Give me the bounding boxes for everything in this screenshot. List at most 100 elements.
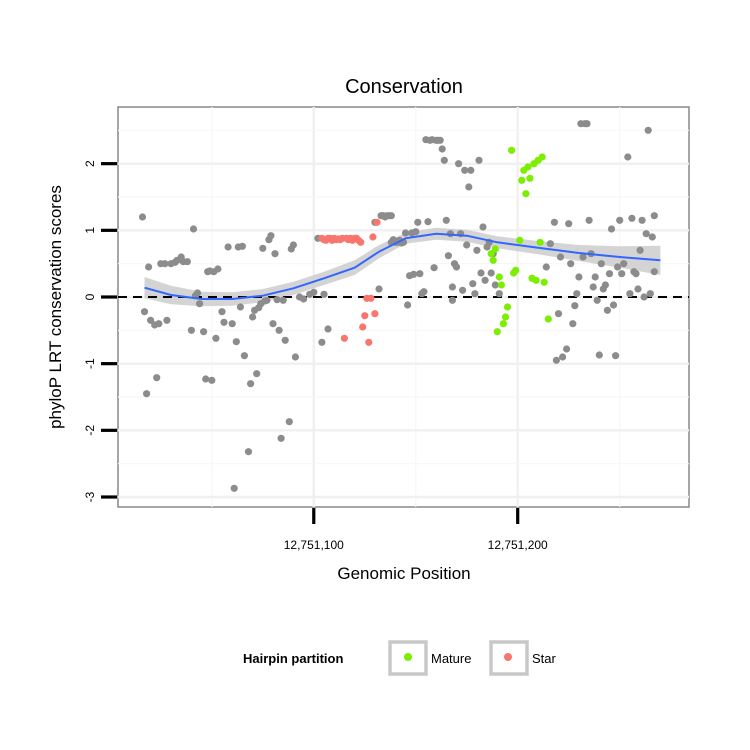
data-point-other [416, 270, 424, 278]
x-axis: 12,751,100 12,751,200 [284, 508, 548, 552]
data-point-other [448, 296, 456, 304]
data-point-other [430, 264, 438, 272]
data-point-mature [532, 276, 540, 284]
data-point-other [214, 265, 222, 273]
data-point-other [193, 289, 202, 297]
data-point-other [232, 338, 240, 346]
data-point-other [583, 120, 591, 128]
legend-swatch-star [504, 653, 512, 661]
data-point-other [220, 318, 228, 326]
data-point-other [575, 273, 583, 281]
data-point-other [565, 220, 573, 228]
data-point-other [414, 218, 422, 226]
data-point-other [542, 263, 550, 271]
data-point-other [279, 296, 287, 304]
data-point-mature [536, 238, 544, 246]
data-point-other [448, 283, 456, 291]
data-point-other [459, 286, 467, 294]
data-point-other [495, 290, 503, 298]
data-point-star [369, 233, 377, 241]
data-point-other [477, 269, 485, 277]
data-point-other [200, 328, 208, 336]
legend-key-star [489, 640, 529, 676]
data-point-other [253, 370, 261, 378]
data-point-star [361, 312, 369, 320]
data-point-other [212, 334, 220, 342]
data-point-star [367, 294, 375, 302]
data-point-other [591, 273, 599, 281]
data-point-mature [538, 153, 546, 161]
data-point-other [455, 160, 463, 168]
x-axis-title: Genomic Position [337, 564, 470, 583]
data-point-other [644, 126, 652, 134]
data-point-other [249, 313, 257, 321]
data-point-other [491, 281, 499, 289]
data-point-other [240, 352, 248, 360]
data-point-other [640, 293, 648, 301]
data-point-mature [544, 315, 552, 323]
data-point-other [145, 263, 153, 271]
data-point-other [291, 353, 299, 361]
data-point-other [273, 296, 281, 304]
data-point-other [424, 218, 432, 226]
legend-swatch-mature [404, 653, 412, 661]
data-point-other [138, 213, 147, 221]
data-point-other [183, 258, 191, 266]
data-point-other [285, 418, 293, 426]
data-point-other [444, 252, 452, 260]
data-point-other [247, 380, 255, 388]
data-point-other [579, 253, 587, 261]
legend-label-mature: Mature [431, 651, 471, 666]
data-point-other [471, 290, 479, 298]
data-point-other [259, 244, 267, 252]
data-point-other [163, 316, 171, 324]
data-point-mature [495, 273, 503, 281]
y-tick-label: 1 [83, 227, 97, 234]
data-point-star [357, 238, 365, 246]
data-point-other [324, 325, 332, 333]
data-point-mature [508, 146, 516, 154]
data-point-other [412, 228, 420, 236]
data-point-other [147, 316, 155, 324]
y-axis-title: phyloP LRT conservation scores [46, 185, 65, 429]
data-point-other [563, 345, 571, 353]
data-point-other [638, 216, 646, 224]
y-tick-label: -2 [83, 425, 97, 436]
data-point-mature [491, 245, 499, 253]
data-point-mature [518, 176, 526, 184]
data-point-other [573, 290, 581, 298]
data-point-other [438, 145, 446, 153]
data-point-other [546, 240, 554, 248]
data-point-other [271, 250, 279, 258]
data-point-other [607, 225, 616, 233]
data-point-other [140, 308, 149, 316]
y-tick-label: 2 [83, 160, 97, 167]
data-point-other [612, 352, 620, 360]
data-point-other [559, 353, 567, 361]
legend-title: Hairpin partition [243, 651, 343, 666]
y-tick-label: 0 [83, 293, 97, 300]
data-point-star [365, 338, 373, 346]
data-point-other [618, 270, 626, 278]
y-tick-label: -3 [83, 491, 97, 502]
data-point-other [603, 306, 612, 314]
data-point-other [244, 448, 253, 456]
data-point-mature [499, 320, 507, 328]
data-point-other [605, 270, 614, 278]
data-point-mature [522, 190, 530, 198]
data-point-other [187, 326, 195, 334]
data-point-other [601, 281, 610, 289]
data-point-other [218, 308, 226, 316]
data-point-other [375, 285, 383, 293]
data-point-other [636, 246, 644, 254]
data-point-star [359, 323, 367, 331]
data-point-other [614, 263, 622, 271]
data-point-other [275, 326, 283, 334]
data-point-other [567, 260, 575, 268]
data-point-mature [524, 163, 532, 171]
data-point-other [202, 375, 210, 383]
data-point-other [440, 156, 448, 164]
data-point-other [595, 351, 603, 359]
data-point-star [340, 334, 348, 342]
